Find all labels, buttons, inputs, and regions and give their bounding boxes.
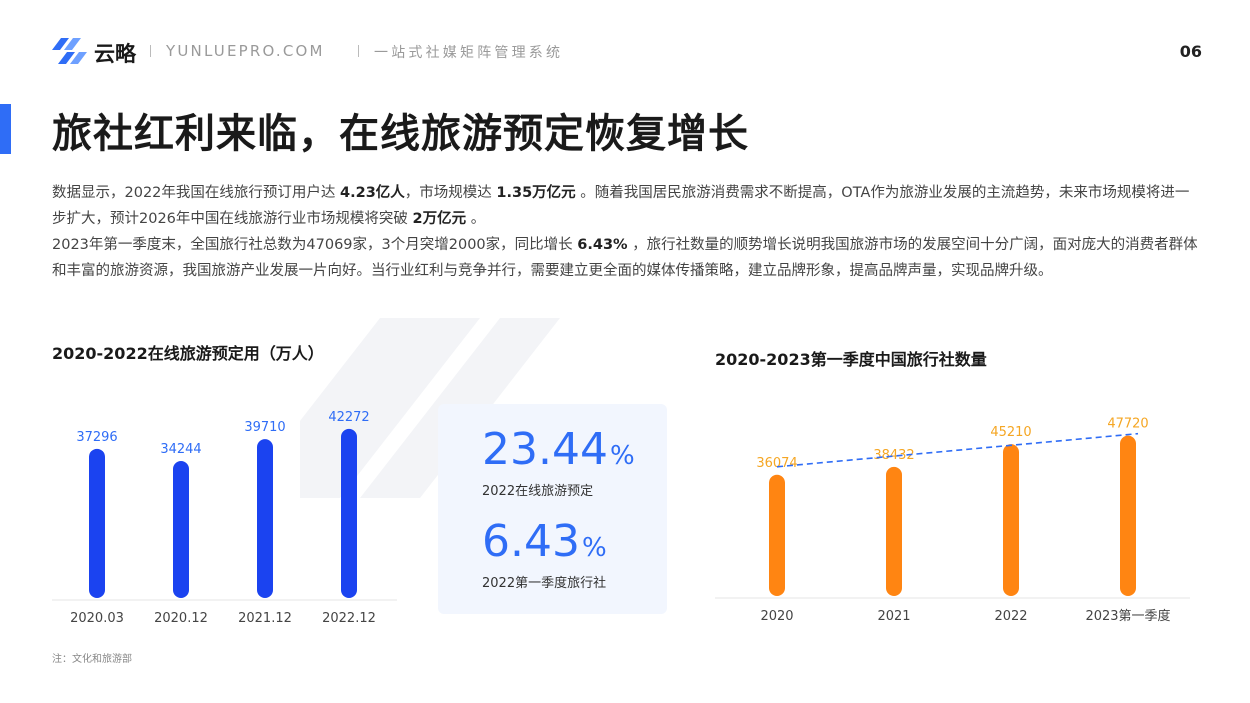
bar bbox=[769, 474, 785, 596]
stat-label-online: 2022在线旅游预定 bbox=[482, 484, 594, 499]
highlight-users: 4.23亿人 bbox=[340, 185, 405, 201]
text-run: 。 bbox=[470, 211, 486, 227]
stat-value-agency: 6.43% bbox=[482, 516, 607, 567]
tick-label: 2023第一季度 bbox=[1085, 608, 1170, 624]
bar bbox=[89, 448, 105, 598]
text-run: 数据显示，2022年我国在线旅行预订用户达 bbox=[52, 185, 336, 201]
tick-label: 2021.12 bbox=[238, 611, 292, 626]
paragraph-2: 2023年第一季度末，全国旅行社总数为47069家，3个月突增2000家，同比增… bbox=[52, 232, 1202, 284]
header: 云略 YUNLUEPRO.COM 一站式社媒矩阵管理系统 06 bbox=[52, 36, 1202, 66]
stat-unit: % bbox=[581, 533, 607, 563]
stat-box: 23.44% 2022在线旅游预定 6.43% 2022第一季度旅行社 bbox=[438, 404, 667, 614]
tick-label: 2020.12 bbox=[154, 611, 208, 626]
tick-label: 2020.03 bbox=[70, 611, 124, 626]
title-accent-bar bbox=[0, 104, 11, 154]
page-number: 06 bbox=[1179, 42, 1202, 61]
source-note: 注：文化和旅游部 bbox=[52, 654, 132, 665]
body-text: 数据显示，2022年我国在线旅行预订用户达 4.23亿人，市场规模达 1.35万… bbox=[52, 180, 1202, 284]
header-slogan: 一站式社媒矩阵管理系统 bbox=[374, 45, 564, 61]
data-label: 47720 bbox=[1107, 417, 1148, 432]
stat-number: 23.44 bbox=[482, 424, 608, 475]
text-run: 2023年第一季度末，全国旅行社总数为47069家，3个月突增2000家，同比增… bbox=[52, 237, 573, 253]
text-run: ，旅行社数量的顺势增长说明我国旅游市场的发展空间十分广阔，面对庞大的消费者群体和… bbox=[52, 237, 1198, 279]
left-bar-chart: 37296 2020.03 34244 2020.12 39710 2021.12 4227… bbox=[52, 410, 397, 626]
trend-line bbox=[776, 432, 1139, 468]
tick-label: 2022.12 bbox=[322, 611, 376, 626]
tick-label: 2021 bbox=[877, 609, 910, 624]
bar bbox=[1120, 435, 1136, 596]
header-divider bbox=[150, 45, 151, 57]
brand-name: 云略 bbox=[94, 42, 136, 66]
tick-label: 2020 bbox=[760, 609, 793, 624]
paragraph-1: 数据显示，2022年我国在线旅行预订用户达 4.23亿人，市场规模达 1.35万… bbox=[52, 180, 1202, 232]
stat-label-agency: 2022第一季度旅行社 bbox=[482, 576, 607, 591]
header-domain: YUNLUEPRO.COM bbox=[166, 42, 325, 60]
highlight-forecast: 2万亿元 bbox=[412, 211, 467, 227]
data-label: 45210 bbox=[990, 425, 1031, 440]
bar bbox=[173, 461, 189, 598]
bar bbox=[1003, 444, 1019, 596]
data-label: 36074 bbox=[756, 456, 797, 471]
right-bar-chart: 36074 2020 38432 2021 45210 2022 47720 2023第一季度 bbox=[715, 417, 1190, 624]
data-label: 37296 bbox=[76, 430, 117, 445]
bar bbox=[886, 466, 902, 596]
data-label: 42272 bbox=[328, 410, 369, 425]
text-run: 。随着我国居民旅游消费需求不断提高，OTA作为旅游业发展的主流趋势，未来市场规模… bbox=[52, 185, 1190, 227]
left-chart-title: 2020-2022在线旅游预定用（万人） bbox=[52, 344, 324, 363]
highlight-market-size: 1.35万亿元 bbox=[496, 185, 576, 201]
data-label: 34244 bbox=[160, 442, 201, 457]
page-title: 旅社红利来临，在线旅游预定恢复增长 bbox=[52, 111, 749, 157]
right-chart-title: 2020-2023第一季度中国旅行社数量 bbox=[715, 350, 987, 369]
stat-number: 6.43 bbox=[482, 516, 580, 567]
stat-unit: % bbox=[609, 441, 635, 471]
data-label: 38432 bbox=[873, 448, 914, 463]
header-divider bbox=[358, 45, 359, 57]
text-run: ，市场规模达 bbox=[404, 185, 492, 201]
highlight-growth: 6.43% bbox=[577, 237, 628, 253]
bar bbox=[341, 428, 357, 598]
data-label: 39710 bbox=[244, 420, 285, 435]
stat-value-online: 23.44% bbox=[482, 424, 635, 475]
logo-icon bbox=[52, 38, 87, 64]
tick-label: 2022 bbox=[994, 609, 1027, 624]
bar bbox=[257, 439, 273, 598]
